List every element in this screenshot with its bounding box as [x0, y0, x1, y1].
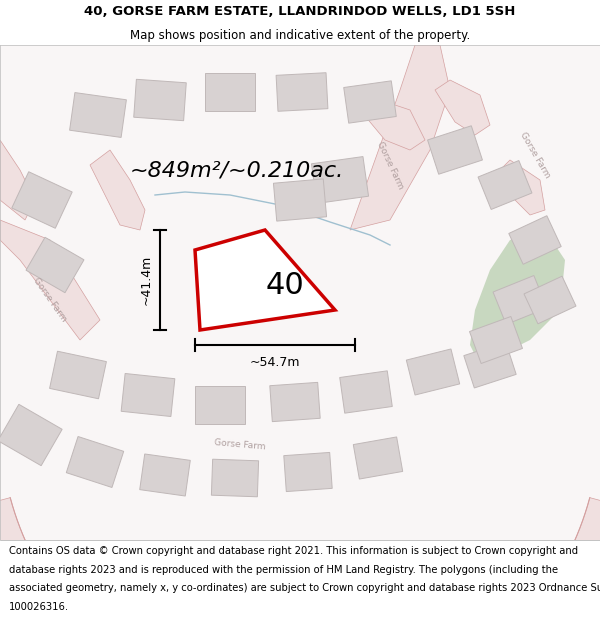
- Polygon shape: [274, 179, 326, 221]
- Polygon shape: [12, 172, 72, 228]
- Polygon shape: [0, 220, 100, 340]
- Polygon shape: [270, 382, 320, 422]
- Polygon shape: [478, 161, 532, 209]
- Polygon shape: [39, 0, 551, 8]
- Text: Gorse Farm: Gorse Farm: [375, 140, 405, 190]
- Polygon shape: [344, 81, 396, 123]
- Text: Map shows position and indicative extent of the property.: Map shows position and indicative extent…: [130, 29, 470, 42]
- Polygon shape: [360, 100, 425, 150]
- Polygon shape: [121, 374, 175, 416]
- Text: Gorse Farm: Gorse Farm: [32, 276, 68, 324]
- Text: 40, GORSE FARM ESTATE, LLANDRINDOD WELLS, LD1 5SH: 40, GORSE FARM ESTATE, LLANDRINDOD WELLS…: [85, 5, 515, 18]
- Text: associated geometry, namely x, y co-ordinates) are subject to Crown copyright an: associated geometry, namely x, y co-ordi…: [9, 583, 600, 593]
- Text: ~849m²/~0.210ac.: ~849m²/~0.210ac.: [130, 160, 344, 180]
- Polygon shape: [350, 45, 450, 230]
- Polygon shape: [205, 73, 255, 111]
- Text: Gorse Farm: Gorse Farm: [518, 131, 552, 179]
- Polygon shape: [0, 404, 62, 466]
- Polygon shape: [90, 150, 145, 230]
- Polygon shape: [493, 276, 547, 324]
- Polygon shape: [134, 79, 186, 121]
- Text: 100026316.: 100026316.: [9, 602, 69, 612]
- Text: ~41.4m: ~41.4m: [139, 255, 152, 305]
- Polygon shape: [50, 351, 106, 399]
- Polygon shape: [340, 371, 392, 413]
- Polygon shape: [470, 230, 565, 365]
- Polygon shape: [353, 437, 403, 479]
- Polygon shape: [464, 342, 516, 388]
- Polygon shape: [195, 230, 335, 330]
- Polygon shape: [524, 276, 576, 324]
- Polygon shape: [211, 459, 259, 497]
- Polygon shape: [284, 452, 332, 491]
- Polygon shape: [195, 386, 245, 424]
- Polygon shape: [26, 238, 84, 292]
- Polygon shape: [509, 216, 561, 264]
- Text: database rights 2023 and is reproduced with the permission of HM Land Registry. : database rights 2023 and is reproduced w…: [9, 564, 558, 574]
- Text: ~54.7m: ~54.7m: [250, 356, 300, 369]
- Text: 40: 40: [266, 271, 304, 299]
- Polygon shape: [0, 140, 35, 220]
- Polygon shape: [67, 436, 124, 488]
- Polygon shape: [406, 349, 460, 395]
- Polygon shape: [276, 72, 328, 111]
- Text: Contains OS data © Crown copyright and database right 2021. This information is : Contains OS data © Crown copyright and d…: [9, 546, 578, 556]
- Polygon shape: [311, 157, 368, 203]
- Polygon shape: [500, 160, 545, 215]
- Polygon shape: [70, 92, 127, 138]
- Polygon shape: [0, 498, 600, 625]
- Polygon shape: [428, 126, 482, 174]
- Polygon shape: [470, 316, 523, 364]
- Polygon shape: [140, 454, 190, 496]
- Polygon shape: [435, 80, 490, 135]
- Text: Gorse Farm: Gorse Farm: [214, 438, 266, 452]
